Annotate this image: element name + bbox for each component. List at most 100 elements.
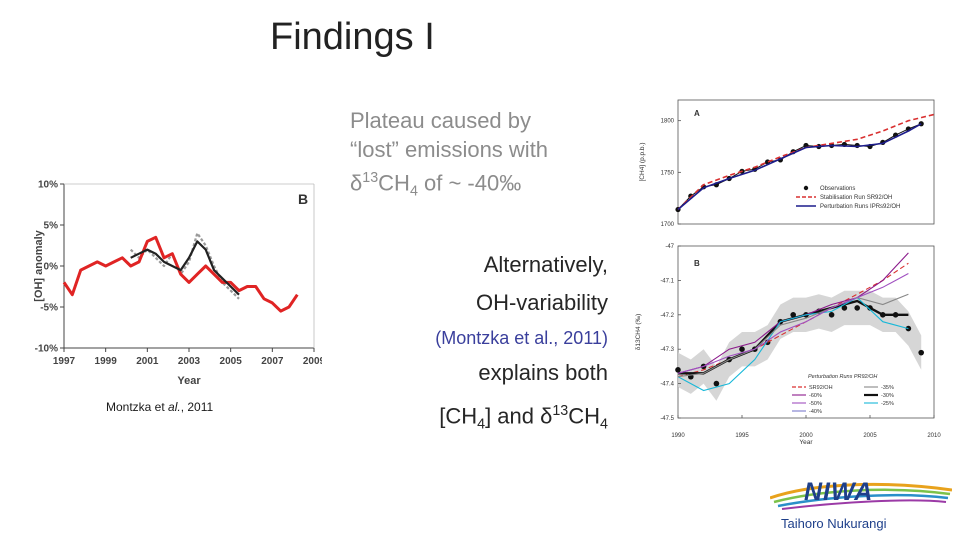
tick-labels: 1800 1750 1700 -47 -47.1 -47.2 -47.3 -47.4 -47.5… <box>660 119 941 439</box>
legend-label: -25% <box>881 401 894 407</box>
plateau-line-3: δ13CH4 of ~ -40‰ <box>350 164 640 207</box>
series-group <box>675 113 935 392</box>
legend-title: Perturbation Runs PR92/OH <box>808 374 877 380</box>
panel-b-x-title: Year <box>799 439 813 446</box>
logo-swoosh-blue <box>777 493 949 508</box>
data-point <box>675 367 681 373</box>
plateau-line-2: “lost” emissions with <box>350 137 549 162</box>
y-tick-label: 1700 <box>661 222 675 228</box>
alt-line-5: [CH4] and δ13CH4 <box>360 392 608 444</box>
plateau-isotope: 13 <box>362 170 379 186</box>
plateau-value: of ~ -40‰ <box>417 170 522 196</box>
logo-tagline: Taihoro Nukurangi <box>781 516 887 531</box>
plateau-text: Plateau caused by “lost” emissions with … <box>350 106 640 207</box>
x-tick-label: 1990 <box>671 433 685 439</box>
x-tick-label: 2005 <box>220 356 243 367</box>
series-group <box>62 232 299 313</box>
oh-anomaly-chart: B Year [OH] anomaly 1997 1999 2001 2003 2005… <box>32 176 322 396</box>
x-tick-label: 2010 <box>927 433 941 439</box>
legend-label: -35% <box>881 385 894 391</box>
x-tick-label: 2000 <box>799 433 813 439</box>
x-tick-label: 2005 <box>863 433 877 439</box>
data-point <box>918 349 924 356</box>
legend-label: -60% <box>809 393 822 399</box>
legend-label: -50% <box>809 401 822 407</box>
panel-a-letter: A <box>694 109 700 118</box>
ch4-isotope-chart: A [CH4] (p.p.b.) B δ13CH4 (‰) Year 18001… <box>630 96 950 448</box>
y-tick-label: 1800 <box>661 119 675 125</box>
alt-line-2: OH-variability <box>475 290 608 315</box>
logo-swoosh-green <box>773 488 951 504</box>
series-line <box>130 240 240 296</box>
series-line <box>677 296 909 392</box>
y-tick-label: 0% <box>44 262 59 273</box>
legend-label: Observations <box>820 186 855 192</box>
alt-ch: CH <box>568 403 601 429</box>
y-tick-label: -47.4 <box>660 382 674 388</box>
legend-marker <box>803 185 809 191</box>
niwa-logo: NIWA Taihoro Nukurangi <box>770 478 952 531</box>
alt-citation: (Montzka et al., 2011) <box>435 328 608 348</box>
panel-b-y-title: δ13CH4 (‰) <box>635 314 642 351</box>
y-tick-label: -47.5 <box>660 416 674 422</box>
x-tick-label: 2007 <box>261 356 284 367</box>
y-tick-label: -5% <box>40 303 58 314</box>
legend-label: Stabilisation Run SR92/OH <box>820 195 892 201</box>
y-tick-label: -47 <box>665 244 674 250</box>
figure-caption: Montzka et al., 2011 <box>106 400 213 414</box>
plateau-sub: 4 <box>409 183 418 200</box>
series-line <box>677 123 922 211</box>
x-tick-label: 1999 <box>95 356 118 367</box>
y-tick-label: -47.1 <box>660 278 674 284</box>
alt-ch4-sub: 4 <box>477 416 486 433</box>
x-tick-label: 1995 <box>735 433 749 439</box>
x-tick-label: 2001 <box>136 356 159 367</box>
data-point <box>713 380 720 387</box>
y-tick-label: 10% <box>38 180 58 191</box>
series-line <box>677 293 909 378</box>
legend-label: -40% <box>809 409 822 415</box>
alt-and-delta: ] and δ <box>485 403 553 429</box>
uncertainty-band-area <box>678 290 922 401</box>
slide-title: Findings I <box>270 16 435 58</box>
plateau-delta: δ <box>350 170 363 196</box>
series-line <box>677 262 909 378</box>
legend-label: SR92/OH <box>809 385 833 391</box>
data-point <box>828 312 835 318</box>
logo-swoosh-orange <box>770 482 952 500</box>
alternative-text: Alternatively, OH-variability (Montzka e… <box>360 246 608 444</box>
x-axis-title: Year <box>177 375 201 387</box>
panel-a-frame <box>677 99 935 225</box>
caption-authors: Montzka et <box>106 400 169 414</box>
data-point <box>739 346 745 352</box>
y-tick-label: -47.2 <box>660 313 674 319</box>
caption-year: , 2011 <box>180 400 214 414</box>
legend-label: Perturbation Runs IPRs92/OH <box>820 204 900 210</box>
tick-labels: 1997 1999 2001 2003 2005 2007 2009 10% 5% 0% -5% -1… <box>35 180 322 368</box>
x-tick-label: 1997 <box>53 356 76 367</box>
panel-b-letter: B <box>694 259 700 268</box>
panel-letter: B <box>298 191 308 207</box>
data-point <box>854 305 860 311</box>
uncertainty-band <box>678 290 922 401</box>
y-tick-label: 1750 <box>661 170 675 176</box>
y-axis-title: [OH] anomaly <box>33 229 45 301</box>
alt-isotope: 13 <box>552 403 569 419</box>
logo-wordmark: NIWA <box>804 478 873 506</box>
alt-line-4: explains both <box>478 360 608 385</box>
alt-ch4-open: [CH <box>439 403 478 429</box>
y-tick-label: -47.3 <box>660 347 674 353</box>
series-line <box>62 235 299 313</box>
y-tick-label: 5% <box>44 221 59 232</box>
legend-label: -30% <box>881 393 894 399</box>
x-tick-label: 2009 <box>303 356 322 367</box>
y-tick-label: -10% <box>35 344 58 355</box>
alt-ch4-sub-2: 4 <box>600 416 608 433</box>
data-point <box>790 312 796 318</box>
series-line <box>677 273 909 374</box>
caption-al: al. <box>168 400 181 414</box>
panel-a-y-title: [CH4] (p.p.b.) <box>639 142 646 181</box>
plateau-line-1: Plateau caused by <box>350 108 532 133</box>
chart-background <box>32 176 322 396</box>
legends: Observations Stabilisation Run SR92/OH Per… <box>792 185 900 415</box>
